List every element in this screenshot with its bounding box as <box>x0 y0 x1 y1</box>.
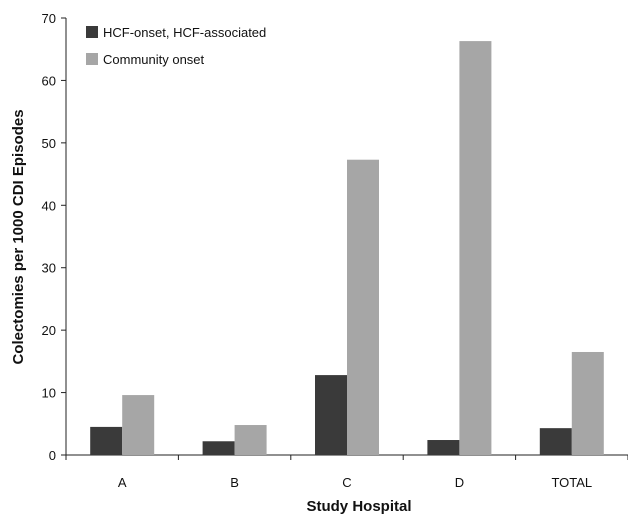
bar-community-total <box>571 351 604 455</box>
y-tick-label: 70 <box>42 11 56 26</box>
bar-hcf-a <box>90 426 123 455</box>
bar-hcf-d <box>427 440 460 455</box>
bar-community-d <box>459 41 492 455</box>
legend: HCF-onset, HCF-associated Community onse… <box>86 25 266 67</box>
legend-swatch-hcf <box>86 26 98 38</box>
y-axis: 0 10 20 30 40 50 60 70 <box>42 11 67 463</box>
bars <box>90 41 604 455</box>
bar-hcf-total <box>539 428 572 455</box>
bar-community-a <box>122 395 155 455</box>
bar-community-c <box>347 159 379 455</box>
x-tick-label: B <box>230 475 239 490</box>
bar-hcf-c <box>315 375 347 455</box>
x-tick-label: TOTAL <box>551 475 592 490</box>
y-tick-label: 60 <box>42 73 56 88</box>
bar-community-b <box>234 425 267 455</box>
y-tick-label: 20 <box>42 323 56 338</box>
y-ticks: 0 10 20 30 40 50 60 70 <box>42 11 66 463</box>
legend-label-hcf: HCF-onset, HCF-associated <box>103 25 266 40</box>
x-tick-label: D <box>455 475 464 490</box>
y-tick-label: 50 <box>42 136 56 151</box>
x-axis-title: Study Hospital <box>306 498 411 515</box>
x-tick-label: A <box>118 475 127 490</box>
y-tick-label: 10 <box>42 386 56 401</box>
x-ticks: A B C D TOTAL <box>65 455 628 490</box>
bar-hcf-b <box>202 441 235 455</box>
legend-swatch-community <box>86 53 98 65</box>
x-tick-label: C <box>342 475 351 490</box>
y-axis-title: Colectomies per 1000 CDI Episodes <box>10 109 27 364</box>
y-tick-label: 0 <box>49 448 56 463</box>
x-axis: A B C D TOTAL <box>65 454 628 490</box>
y-tick-label: 30 <box>42 261 56 276</box>
legend-label-community: Community onset <box>103 52 205 67</box>
y-tick-label: 40 <box>42 198 56 213</box>
